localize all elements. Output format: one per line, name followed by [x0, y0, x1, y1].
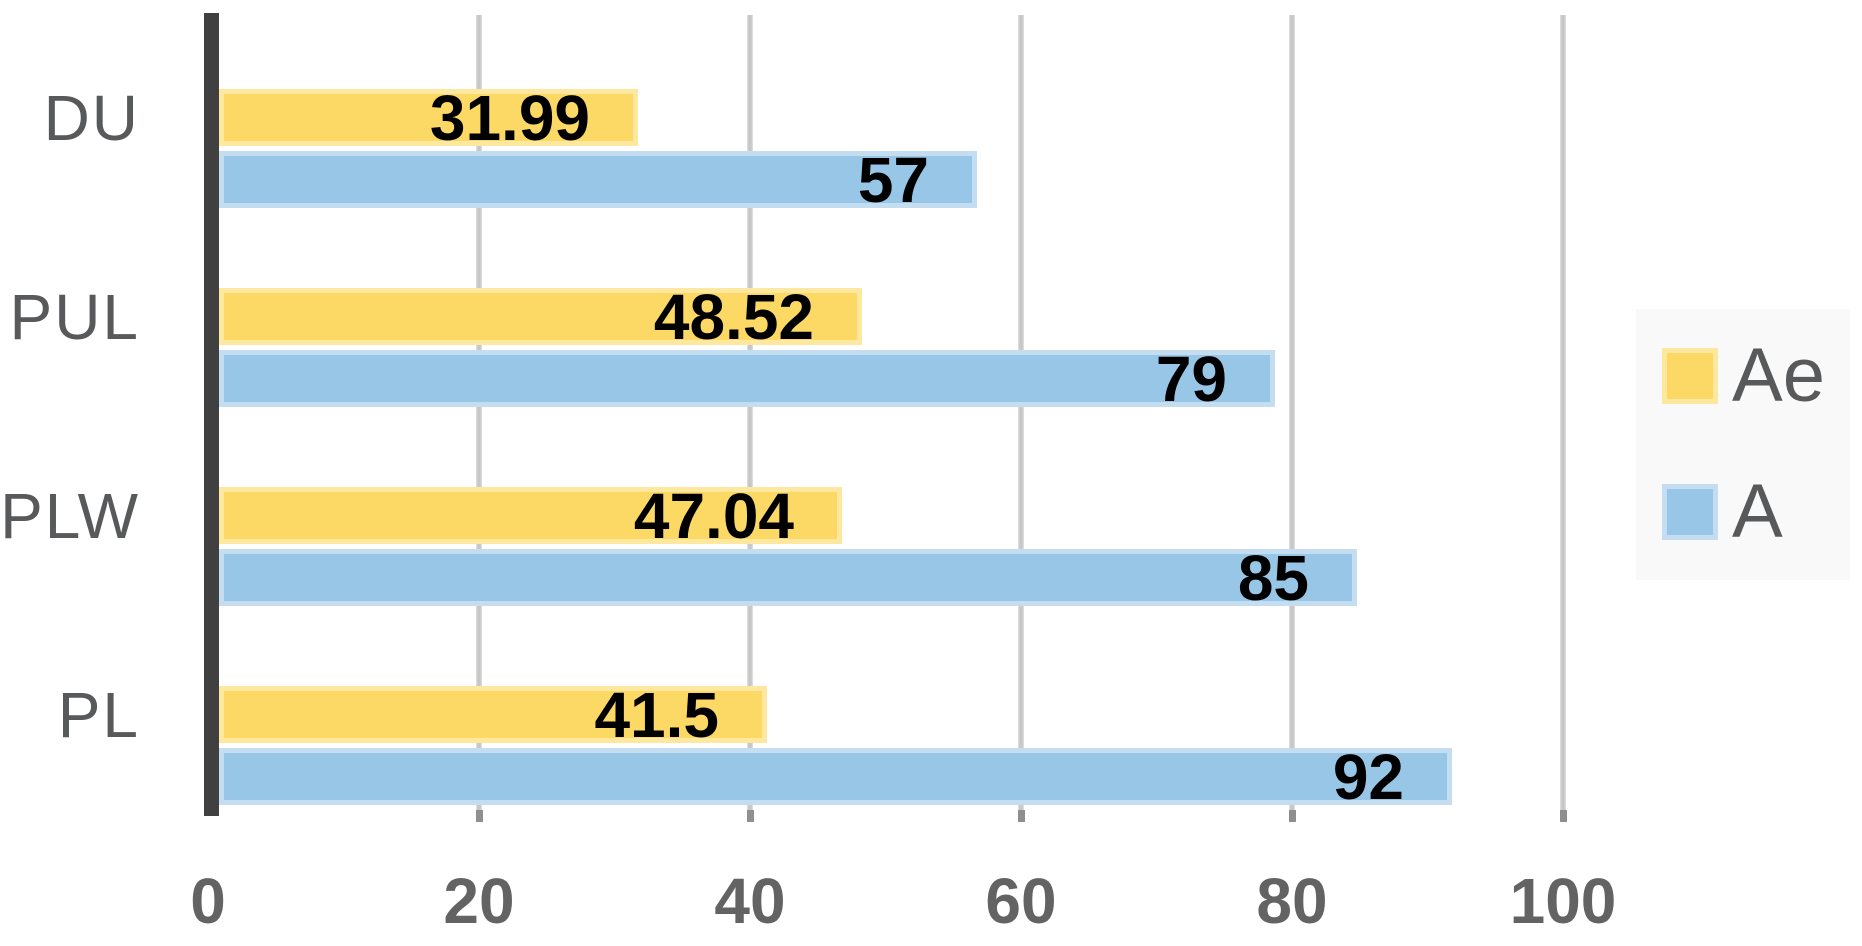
y-axis-line: [204, 13, 219, 816]
x-tick-label-0: 0: [190, 865, 226, 937]
gridline-x-60: [1018, 15, 1024, 812]
data-label-a-du: 57: [857, 144, 929, 216]
bar-ae-pl: [219, 686, 767, 743]
gridline-x-80: [1289, 15, 1295, 812]
data-label-ae-pl: 41.5: [594, 679, 719, 751]
gridline-x-40: [747, 15, 753, 812]
legend-label-ae: Ae: [1732, 333, 1825, 418]
legend-label-a: A: [1732, 469, 1783, 554]
bar-ae-pul: [219, 288, 862, 345]
x-tick-label-60: 60: [985, 865, 1057, 937]
data-label-a-plw: 85: [1237, 542, 1309, 614]
category-label-du: DU: [43, 81, 140, 154]
category-label-plw: PLW: [0, 479, 140, 552]
legend-entry-a: A: [1667, 474, 1850, 550]
data-label-ae-pul: 48.52: [653, 281, 814, 353]
gridline-x-100: [1560, 15, 1566, 812]
x-tick-label-20: 20: [443, 865, 515, 937]
x-tick-label-40: 40: [714, 865, 786, 937]
category-label-pul: PUL: [9, 280, 140, 353]
legend-swatch-a: [1667, 489, 1713, 535]
tick-mark-x-80: [1289, 810, 1296, 822]
data-label-ae-plw: 47.04: [633, 480, 794, 552]
legend-swatch-ae: [1667, 353, 1713, 399]
bar-ae-plw: [219, 487, 842, 544]
tick-mark-x-60: [1018, 810, 1025, 822]
tick-mark-x-40: [747, 810, 754, 822]
bar-ae-du: [219, 89, 638, 146]
category-label-pl: PL: [57, 678, 140, 751]
bar-a-pl: [219, 748, 1452, 805]
data-label-a-pul: 79: [1155, 343, 1227, 415]
bar-a-plw: [219, 549, 1357, 606]
tick-mark-x-100: [1560, 810, 1567, 822]
tick-mark-x-20: [476, 810, 483, 822]
data-label-a-pl: 92: [1332, 741, 1404, 813]
data-label-ae-du: 31.99: [429, 82, 590, 154]
x-tick-label-80: 80: [1256, 865, 1328, 937]
gridline-x-20: [476, 15, 482, 812]
x-tick-label-100: 100: [1509, 865, 1617, 937]
bar-a-pul: [219, 350, 1275, 407]
legend: Ae A: [1636, 309, 1850, 580]
bar-a-du: [219, 151, 977, 208]
legend-entry-ae: Ae: [1667, 338, 1850, 414]
